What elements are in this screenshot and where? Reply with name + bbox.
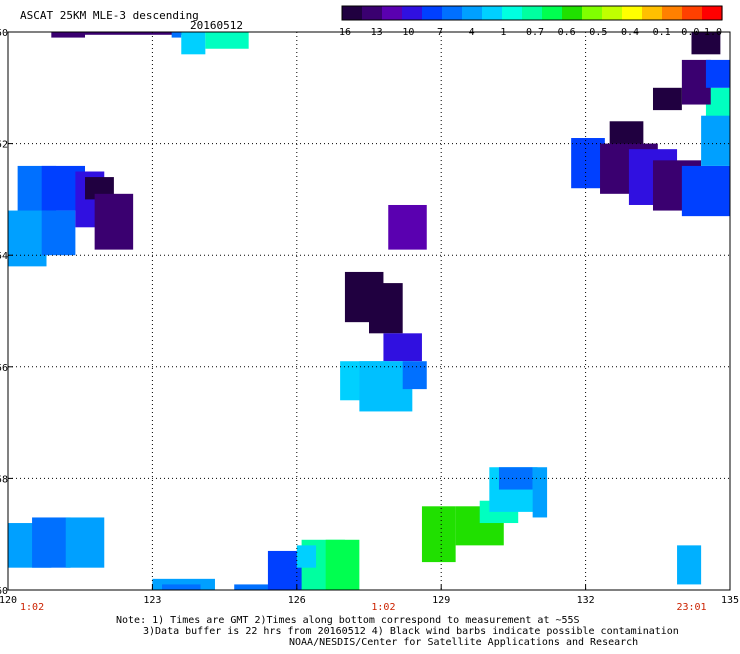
x-tick-label: 132 [577,595,595,606]
colorbar-frame [341,5,723,21]
plot-frame [7,31,731,591]
colorbar-tick-label: -16 [333,27,351,38]
data-cell [388,204,427,250]
y-tick-label: -52 [0,140,8,151]
colorbar-swatch [382,6,403,20]
colorbar-swatch [442,6,463,20]
data-cell [532,467,548,518]
colorbar-tick-label: -13 [365,27,383,38]
data-cell [498,467,533,490]
data-cell [85,177,114,200]
data-cell [205,32,249,49]
colorbar-swatch [702,6,723,20]
colorbar-swatch [622,6,643,20]
colorbar-swatch [542,6,563,20]
x-tick-label: 126 [288,595,306,606]
time-label: 23:01 [676,602,706,613]
time-label: 1:02 [20,602,44,613]
data-cell [325,539,360,590]
colorbar-tick-label: -0.5 [583,27,607,38]
time-label: 1:02 [371,602,395,613]
colorbar-swatch [562,6,583,20]
data-cell [369,283,403,334]
colorbar-swatch [662,6,683,20]
y-tick-label: -54 [0,251,8,262]
colorbar-swatch [402,6,423,20]
data-cell [41,210,76,256]
data-cell [8,210,47,267]
y-tick-label: -56 [0,363,8,374]
colorbar-swatch [342,6,363,20]
map-title: ASCAT 25KM MLE-3 descending [20,9,199,22]
data-cell [421,506,456,563]
colorbar-tick-label: -0.7 [520,27,544,38]
footer-note-line-2: 3)Data buffer is 22 hrs from 20160512 4)… [143,626,679,637]
y-tick-label: -58 [0,474,8,485]
data-cell [571,138,605,189]
colorbar-swatch [422,6,443,20]
data-cell [162,584,201,590]
footer-credit: NOAA/NESDIS/Center for Satellite Applica… [289,637,639,648]
data-cell [652,87,682,111]
colorbar-swatch [482,6,503,20]
colorbar-swatch [682,6,703,20]
data-cell [296,545,317,568]
map-date: 20160512 [190,19,243,32]
colorbar-tick-label: 1.0 [704,27,722,38]
data-cell [65,517,105,568]
data-cell [85,32,201,35]
colorbar-swatch [642,6,663,20]
colorbar-swatch [602,6,623,20]
data-cell [51,32,86,38]
colorbar-tick-label: 0.0 [681,27,699,38]
colorbar-swatch [462,6,483,20]
colorbar-swatch [362,6,383,20]
colorbar-tick-label: -7 [431,27,443,38]
x-tick-label: 129 [432,595,450,606]
y-tick-label: -60 [0,586,8,597]
data-cell [705,59,730,88]
data-cell [402,361,427,390]
data-cell [181,32,206,55]
data-cell [32,517,71,568]
x-tick-label: 123 [143,595,161,606]
colorbar-tick-label: -1 [494,27,506,38]
data-cell [681,59,711,105]
footer-note-line-1: Note: 1) Times are GMT 2)Times along bot… [116,615,580,626]
colorbar-swatch [582,6,603,20]
data-cell [691,32,721,55]
colorbar-tick-label: -10 [396,27,414,38]
colorbar-tick-label: -4 [463,27,475,38]
data-cell [171,32,182,38]
colorbar-tick-label: -0.6 [552,27,576,38]
data-cell [234,584,278,590]
data-cell [94,193,134,250]
x-tick-label: 135 [721,595,739,606]
data-cell [701,115,730,166]
data-cell [681,165,730,217]
data-cell [383,333,422,362]
x-tick-label: 120 [0,595,17,606]
colorbar-tick-label: -0.4 [615,27,639,38]
data-cell [677,545,702,585]
colorbar-swatch [502,6,523,20]
y-tick-label: -50 [0,28,8,39]
colorbar-tick-label: -0.1 [647,27,671,38]
colorbar-swatch [522,6,543,20]
